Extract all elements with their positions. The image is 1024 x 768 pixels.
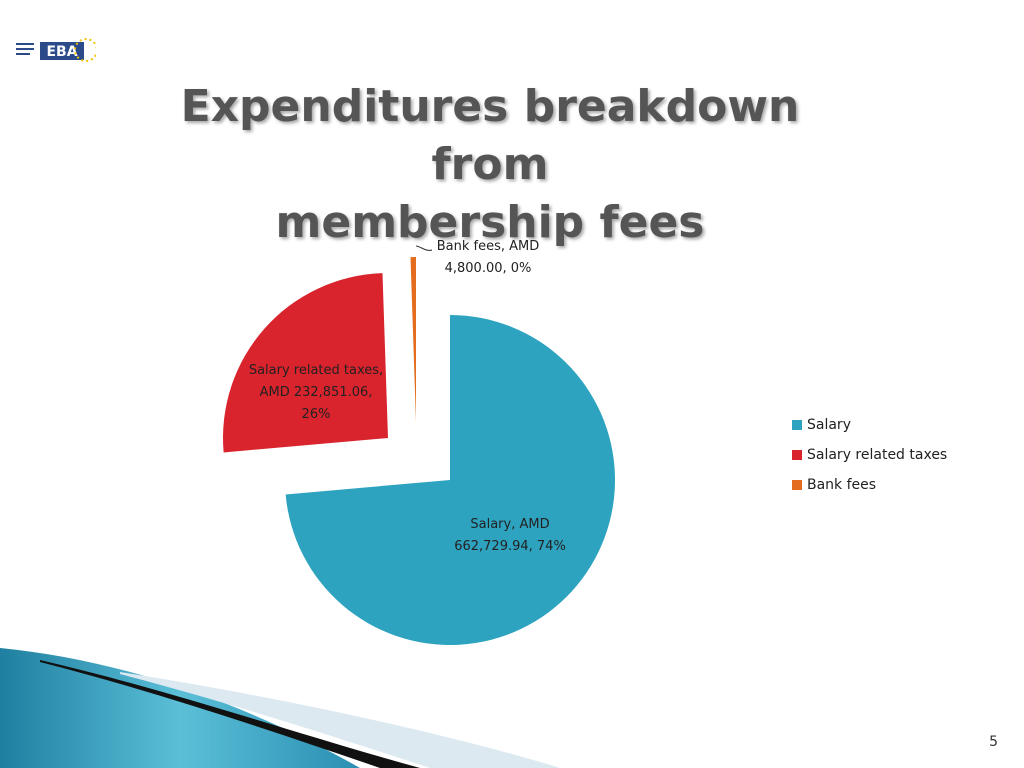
- data-label-bank-fees: Bank fees, AMD 4,800.00, 0%: [437, 239, 540, 276]
- data-label-salary-related-taxes-line: 26%: [302, 407, 331, 422]
- data-label-salary-related-taxes: Salary related taxes, AMD 232,851.06, 26%: [249, 363, 383, 422]
- legend-item-salary: Salary: [792, 410, 947, 440]
- legend-swatch-salary: [792, 420, 802, 430]
- data-label-bank-fees-line: 4,800.00, 0%: [445, 261, 532, 276]
- pie-slice-salary-related-taxes: [222, 273, 388, 453]
- slide-title-line-1: Expenditures breakdown from: [180, 81, 800, 190]
- slide-title: Expenditures breakdown from membership f…: [120, 78, 860, 252]
- legend-swatch-salary-related-taxes: [792, 450, 802, 460]
- legend-item-salary-related-taxes: Salary related taxes: [792, 440, 947, 470]
- bank-fees-leader-line: [415, 245, 433, 251]
- pie-slice-salary: [285, 315, 615, 645]
- legend-label-bank-fees: Bank fees: [807, 477, 877, 493]
- legend-label-salary-related-taxes: Salary related taxes: [807, 447, 948, 463]
- eba-logo: EBA: [14, 38, 96, 62]
- pie-slice-bank-fees: [410, 257, 416, 422]
- data-label-bank-fees-line: Bank fees, AMD: [437, 239, 540, 254]
- data-label-salary: Salary, AMD 662,729.94, 74%: [454, 517, 566, 554]
- slide-title-line-2: membership fees: [275, 197, 705, 248]
- legend-label-salary: Salary: [807, 417, 851, 433]
- data-label-salary-line: 662,729.94, 74%: [454, 539, 566, 554]
- data-label-salary-line: Salary, AMD: [470, 517, 549, 532]
- data-label-salary-related-taxes-line: Salary related taxes,: [249, 363, 383, 378]
- legend-item-bank-fees: Bank fees: [792, 470, 947, 500]
- logo-text: EBA: [46, 44, 77, 60]
- chart-legend: Salary Salary related taxes Bank fees: [792, 410, 947, 500]
- legend-swatch-bank-fees: [792, 480, 802, 490]
- page-number: 5: [989, 734, 998, 750]
- data-label-salary-related-taxes-line: AMD 232,851.06,: [260, 385, 373, 400]
